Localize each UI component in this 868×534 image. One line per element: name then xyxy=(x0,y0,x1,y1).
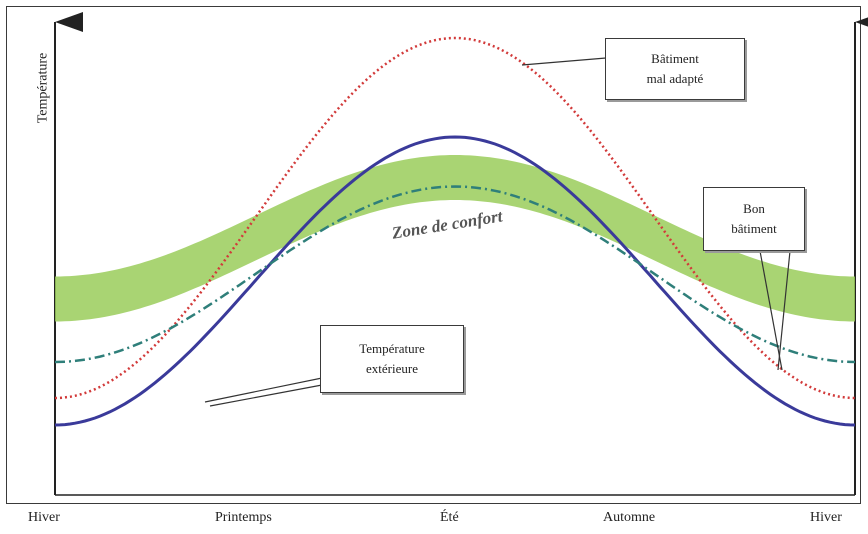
comfort-zone-band xyxy=(55,155,855,322)
x-tick-ete: Été xyxy=(440,510,459,525)
callout-batiment-mal-adapte: Bâtiment mal adapté xyxy=(605,38,745,100)
x-tick-printemps: Printemps xyxy=(215,510,272,525)
callout-leader-line-2 xyxy=(759,250,783,371)
series-line-1 xyxy=(54,36,856,400)
callout-temperature-exterieure: Température extérieure xyxy=(320,325,464,393)
callout-leader-line-1 xyxy=(777,250,791,371)
comfort-zone-label: Zone de confort xyxy=(390,206,505,243)
callout-leader-line-3 xyxy=(204,377,323,403)
callout-bon-batiment: Bon bâtiment xyxy=(703,187,805,251)
x-tick-automne: Automne xyxy=(603,510,656,525)
series-line-0 xyxy=(54,135,856,427)
callout-leader-line-4 xyxy=(209,384,323,407)
x-tick-hiver-end: Hiver xyxy=(810,510,842,525)
x-tick-hiver-start: Hiver xyxy=(28,510,60,525)
y-axis-label: Température xyxy=(35,52,51,124)
series-line-2 xyxy=(54,185,856,364)
callout-leader-line-0 xyxy=(521,57,607,66)
